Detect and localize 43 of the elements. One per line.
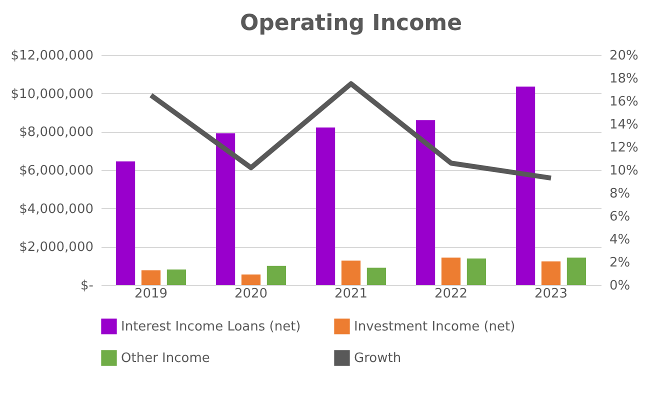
legend-label: Other Income [121, 351, 210, 366]
bar [116, 161, 136, 285]
bar [316, 127, 336, 285]
bar [366, 268, 386, 285]
x-tick-label: 2019 [134, 286, 168, 302]
x-tick-label: 2021 [334, 286, 368, 302]
y2-tick-label: 14% [610, 118, 638, 132]
x-tick-label: 2020 [234, 286, 268, 302]
y2-tick-label: 0% [610, 278, 630, 294]
bar [441, 258, 461, 285]
y2-tick-label: 18% [610, 72, 638, 86]
x-tick-label: 2023 [534, 286, 568, 302]
bar [216, 133, 236, 285]
y2-tick-label: 12% [610, 140, 638, 156]
y2-tick-label: 10% [610, 164, 638, 178]
legend-label: Interest Income Loans (net) [121, 319, 301, 334]
bar [266, 266, 286, 285]
bar [166, 269, 186, 285]
bar [466, 258, 486, 285]
x-tick-label: 2022 [434, 286, 468, 302]
legend-label: Growth [354, 351, 402, 366]
y2-tick-label: 4% [610, 232, 630, 248]
y-tick-label: $4,000,000 [19, 202, 94, 217]
y2-tick-label: 6% [610, 210, 630, 224]
y2-tick-label: 20% [610, 48, 638, 64]
bar [566, 258, 586, 285]
y-tick-label: $10,000,000 [10, 86, 94, 102]
bar [341, 260, 361, 285]
bar [241, 274, 261, 285]
y-tick-label: $6,000,000 [19, 164, 94, 178]
y-tick-label: $8,000,000 [19, 125, 94, 140]
bar [541, 261, 561, 285]
bar [416, 120, 436, 285]
y2-tick-label: 8% [610, 186, 630, 202]
y2-tick-label: 16% [610, 94, 638, 110]
y-tick-label: $- [80, 278, 94, 294]
chart-title: Operating Income [240, 11, 462, 36]
y-tick-label: $2,000,000 [19, 240, 94, 256]
bar [141, 270, 161, 285]
bar [516, 86, 536, 285]
y2-tick-label: 2% [610, 256, 630, 270]
y-tick-label: $12,000,000 [10, 48, 94, 64]
legend-label: Investment Income (net) [354, 319, 516, 334]
